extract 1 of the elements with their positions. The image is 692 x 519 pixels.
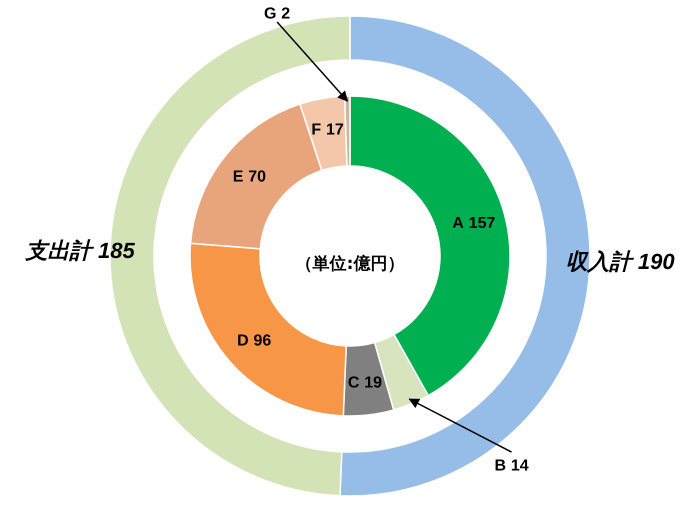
text: （単位:億円）: [296, 254, 404, 274]
